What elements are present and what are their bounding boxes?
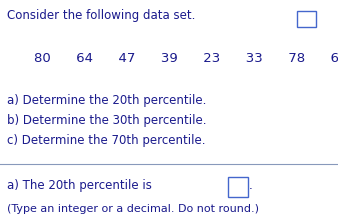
Text: c) Determine the 70th percentile.: c) Determine the 70th percentile. [7,134,205,147]
Text: a) Determine the 20th percentile.: a) Determine the 20th percentile. [7,94,206,107]
Text: 80      64      47      39      23      33      78      68: 80 64 47 39 23 33 78 68 [34,52,338,65]
Text: .: . [248,179,252,192]
Text: a) The 20th percentile is: a) The 20th percentile is [7,179,152,192]
Text: b) Determine the 30th percentile.: b) Determine the 30th percentile. [7,114,206,127]
FancyBboxPatch shape [228,177,248,197]
FancyBboxPatch shape [297,11,316,27]
Text: Consider the following data set.: Consider the following data set. [7,9,195,22]
Text: (Type an integer or a decimal. Do not round.): (Type an integer or a decimal. Do not ro… [7,204,259,214]
